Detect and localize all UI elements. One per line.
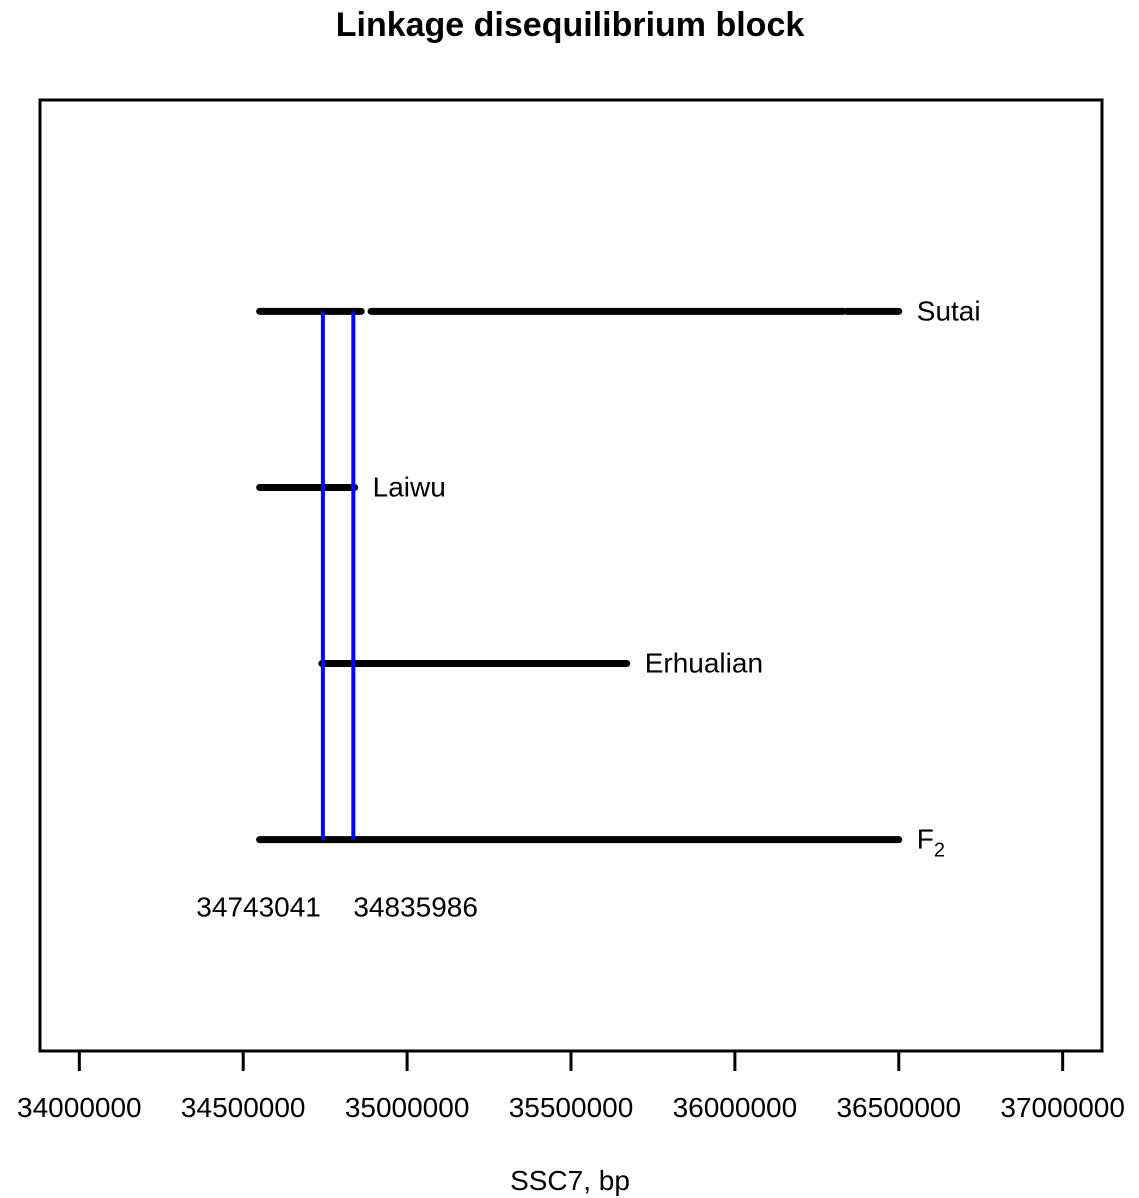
x-tick-label: 36000000 xyxy=(673,1092,798,1123)
x-tick-label: 35000000 xyxy=(345,1092,470,1123)
x-tick-label: 35500000 xyxy=(509,1092,634,1123)
position-marker-label: 34743041 xyxy=(196,892,321,923)
series-label: Erhualian xyxy=(645,648,763,679)
x-axis: 34000000 34500000 35000000 35500000 36000000… xyxy=(17,1049,1125,1123)
x-tick-label: 34000000 xyxy=(17,1092,142,1123)
series-label: F2 xyxy=(917,824,945,862)
label-layer: Sutai Laiwu Erhualian F2 34743041 34835986 xyxy=(196,295,980,922)
x-tick-label: 34500000 xyxy=(181,1092,306,1123)
position-marker-label: 34835986 xyxy=(353,892,478,923)
series-label: Laiwu xyxy=(373,471,446,502)
chart-title: Linkage disequilibrium block xyxy=(336,6,805,44)
series-label: Sutai xyxy=(917,295,981,326)
series-layer xyxy=(256,307,903,844)
x-tick-label: 36500000 xyxy=(836,1092,961,1123)
x-axis-label: SSC7, bp xyxy=(510,1165,630,1196)
marker-layer xyxy=(320,311,356,840)
x-tick-label: 37000000 xyxy=(1000,1092,1125,1123)
